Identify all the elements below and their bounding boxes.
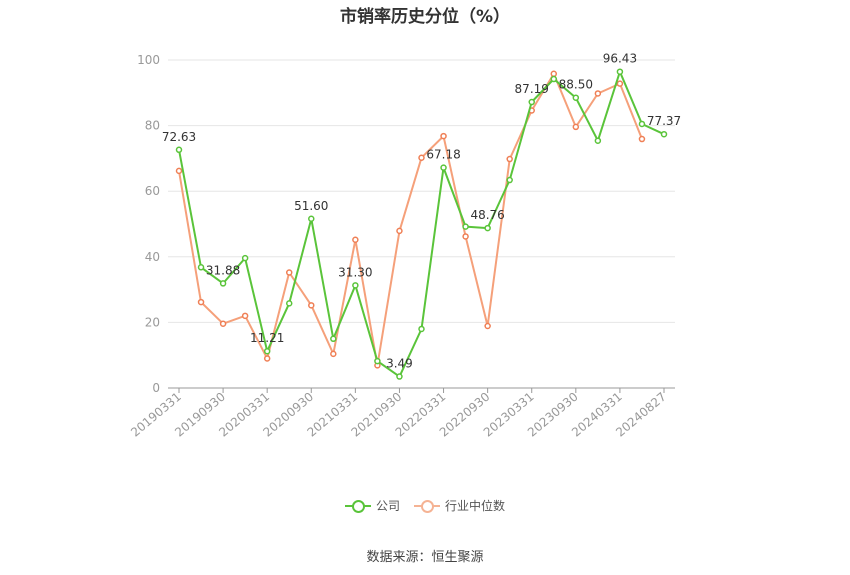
legend: 公司 行业中位数 [0,497,850,514]
data-label-20190331: 72.63 [162,130,196,144]
data-point-company-20190930 [219,280,227,287]
y-tick-label-100: 100 [137,53,160,67]
data-point-company-20221231 [506,176,513,184]
data-point-industry-median-20190930 [219,320,227,327]
data-point-industry-median-20201231 [330,350,337,358]
data-point-industry-median-20190331 [175,167,183,175]
y-tick-label-0: 0 [152,381,160,395]
data-point-industry-median-20191231 [241,312,249,320]
data-point-industry-median-20220930 [484,322,491,330]
data-point-industry-median-20240331 [616,80,624,87]
data-point-industry-median-20221231 [506,155,513,163]
data-point-industry-median-20190630 [197,298,205,306]
data-label-20210331: 31.30 [338,265,372,279]
data-point-company-20220930 [484,224,491,232]
data-point-company-20211231 [418,325,425,333]
y-tick-label-20: 20 [145,315,160,329]
data-label-20230930: 88.50 [559,78,593,92]
data-point-company-20200331 [263,347,271,355]
data-point-industry-median-20200930 [308,302,315,309]
data-point-industry-median-20220630 [462,233,469,240]
data-point-industry-median-20230930 [572,123,580,131]
data-point-industry-median-20240630 [638,135,646,143]
y-tick-label-60: 60 [145,184,160,198]
series-line-industry-median [178,72,643,367]
data-point-company-20220331 [440,164,447,171]
legend-label-industry-median: 行业中位数 [445,499,506,513]
legend-swatch-industry-median [414,499,440,513]
data-point-company-20200930 [308,215,315,223]
data-label-20230331: 87.19 [515,82,549,96]
data-label-20240827: 77.37 [647,114,681,128]
data-point-industry-median-20200630 [285,269,293,276]
data-label-20210930: 3.49 [386,357,413,371]
data-point-company-20230630 [550,75,558,83]
data-point-company-20210331 [352,282,359,289]
data-label-20200331: 11.21 [250,331,284,345]
grid-lines [168,59,675,323]
data-point-company-20231231 [594,137,602,144]
data-label-20220331: 67.18 [426,148,460,162]
y-tick-label-80: 80 [145,119,160,133]
data-point-company-20190630 [197,264,205,271]
data-point-company-20210930 [396,373,403,380]
data-point-company-20200630 [285,300,293,307]
legend-label-company: 公司 [375,499,400,513]
y-tick-label-40: 40 [145,250,160,264]
data-label-20190930: 31.88 [206,263,240,277]
data-point-company-20230930 [572,94,580,101]
data-point-industry-median-20220331 [440,132,447,140]
data-source: 数据来源：恒生聚源 [366,550,484,565]
data-point-industry-median-20231231 [594,90,602,97]
data-point-industry-median-20200331 [263,355,271,362]
axes: 0204060801002019033120190930202003312020… [128,53,675,440]
data-label-20200930: 51.60 [294,199,328,213]
data-point-company-20240331 [616,68,624,75]
data-point-company-20201231 [330,335,337,343]
data-point-industry-median-20230630 [550,70,558,78]
data-label-20220930: 48.76 [470,208,504,222]
data-label-20240331: 96.43 [603,52,637,66]
data-point-company-20230331 [528,98,535,106]
legend-item-company[interactable]: 公司 [344,497,400,514]
data-labels: 72.63 31.88 11.21 51.60 31.30 3.49 67.18 48.76 8… [162,52,681,371]
data-point-company-20210630 [374,357,381,365]
chart-title: 市销率历史分位（%） [339,7,511,27]
data-point-industry-median-20210331 [352,236,359,243]
legend-swatch-company [344,499,371,513]
data-point-company-20240630 [638,120,646,128]
data-point-company-20220630 [462,223,469,230]
legend-item-industry-median[interactable]: 行业中位数 [414,497,505,514]
series-lines [175,68,668,380]
data-point-company-20190331 [175,146,183,154]
data-point-industry-median-20210930 [396,227,403,235]
data-point-industry-median-20211231 [418,154,425,161]
data-point-company-20191231 [241,254,249,262]
data-point-company-20240827 [660,130,668,138]
